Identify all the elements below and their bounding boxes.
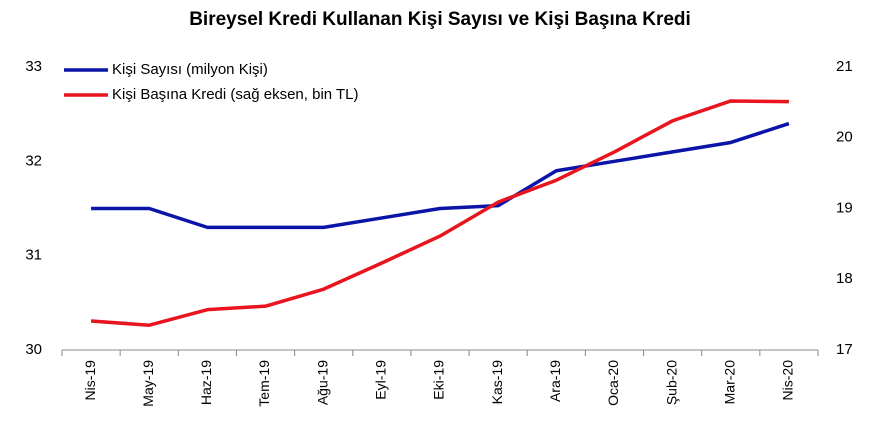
x-tick-label: Nis-20: [780, 360, 796, 401]
y-tick-label: 33: [25, 58, 42, 75]
x-tick-label: Ara-19: [547, 360, 563, 402]
x-tick-label: May-19: [140, 360, 156, 407]
x-tick-label: Eyl-19: [373, 360, 389, 400]
chart-title: Bireysel Kredi Kullanan Kişi Sayısı ve K…: [189, 9, 691, 30]
y2-tick-label: 20: [836, 129, 853, 146]
x-tick-label: Nis-19: [82, 360, 98, 401]
y2-tick-label: 21: [836, 58, 853, 75]
x-tick-label: Eki-19: [431, 360, 447, 400]
x-tick-label: Ağu-19: [314, 360, 330, 405]
x-tick-label: Tem-19: [256, 360, 272, 407]
legend-label: Kişi Başına Kredi (sağ eksen, bin TL): [112, 86, 359, 103]
legend-label: Kişi Sayısı (milyon Kişi): [112, 61, 268, 78]
series-line: [90, 99, 789, 327]
x-tick-label: Oca-20: [605, 360, 621, 406]
x-tick-label: Mar-20: [721, 360, 737, 405]
y2-tick-label: 17: [836, 341, 853, 358]
y-tick-label: 30: [25, 341, 42, 358]
x-tick-label: Şub-20: [663, 360, 679, 405]
x-tick-label: Haz-19: [198, 360, 214, 405]
series-line: [91, 121, 790, 230]
y2-tick-label: 18: [836, 270, 853, 287]
x-tick-label: Kas-19: [489, 360, 505, 405]
y-tick-label: 31: [25, 247, 42, 264]
y-tick-label: 32: [25, 152, 42, 169]
y2-tick-label: 19: [836, 199, 853, 216]
